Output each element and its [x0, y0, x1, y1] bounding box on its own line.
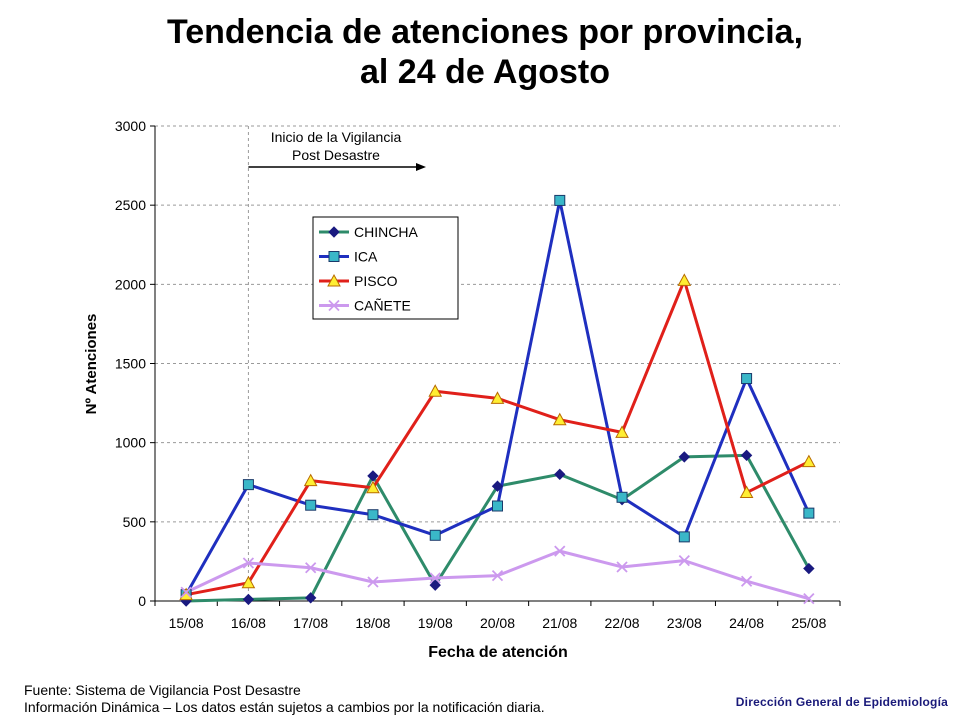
data-point-cañete-24/08-stroke-b	[740, 575, 753, 587]
data-point-ica-22/08	[616, 491, 628, 503]
data-point-pisco-23/08	[677, 273, 692, 286]
y-tick-label-2500: 2500	[115, 197, 146, 213]
data-point-chincha-25/08	[803, 562, 815, 575]
data-point-ica-23/08	[678, 531, 690, 543]
data-point-cañete-23/08-stroke-b	[678, 554, 690, 567]
data-point-pisco-22/08	[615, 425, 629, 438]
footer-organization: Dirección General de Epidemiología	[735, 695, 948, 709]
annotation: Inicio de la Vigilancia Post Desastre	[247, 126, 426, 601]
y-tick-label-0: 0	[138, 593, 146, 609]
legend-marker-ica	[328, 251, 340, 262]
annotation-text-line-1: Inicio de la Vigilancia	[271, 129, 402, 145]
data-point-ica-19/08	[429, 529, 441, 541]
x-tick-label-22/08: 22/08	[605, 615, 640, 631]
data-point-chincha-23/08	[678, 451, 691, 463]
x-tick-label-24/08: 24/08	[729, 615, 764, 631]
data-point-chincha-17/08	[304, 592, 317, 604]
data-point-chincha-24/08	[740, 449, 753, 462]
data-point-cañete-15/08-stroke-b	[180, 586, 192, 598]
data-point-pisco-21/08	[552, 412, 567, 426]
data-point-pisco-25/08	[802, 454, 816, 468]
data-point-pisco-16/08	[241, 575, 256, 589]
legend-marker-pisco	[327, 273, 341, 287]
legend-label-chincha: CHINCHA	[354, 224, 418, 240]
data-point-cañete-16/08	[242, 557, 255, 569]
y-tick-label-1500: 1500	[115, 356, 146, 372]
data-point-cañete-20/08	[491, 570, 504, 582]
data-point-cañete-16/08-stroke-b	[242, 557, 255, 569]
footer-source-text: Fuente: Sistema de Vigilancia Post Desas…	[24, 682, 301, 698]
footer-source: Fuente: Sistema de Vigilancia Post Desas…	[24, 682, 545, 716]
series-line-pisco	[185, 278, 810, 597]
x-tick-label-21/08: 21/08	[542, 615, 577, 631]
x-axis-label: Fecha de atención	[428, 644, 568, 661]
x-tick-label-19/08: 19/08	[418, 615, 453, 631]
annotation-arrow-head	[416, 163, 426, 171]
data-point-cañete-25/08	[803, 592, 815, 605]
data-point-chincha-19/08	[429, 579, 441, 591]
data-point-cañete-23/08	[678, 554, 690, 567]
y-tick-label-3000: 3000	[115, 118, 146, 134]
data-point-cañete-17/08-stroke-b	[305, 562, 317, 574]
data-point-ica-17/08	[305, 499, 317, 511]
data-point-cañete-24/08	[740, 575, 753, 587]
legend-marker-cañete-stroke-b	[328, 299, 340, 312]
data-point-cañete-19/08-stroke-b	[429, 572, 441, 584]
y-tick-label-1000: 1000	[115, 435, 146, 451]
y-axis-label: Nº Atenciones	[83, 314, 100, 415]
data-point-ica-24/08	[741, 373, 753, 385]
chart-title: Tendencia de atenciones por provincia, a…	[0, 12, 960, 92]
data-point-cañete-17/08	[305, 562, 317, 574]
legend-marker-cañete	[328, 299, 340, 312]
x-tick-label-18/08: 18/08	[355, 615, 390, 631]
data-point-cañete-19/08	[429, 572, 441, 584]
chart-title-line-1: Tendencia de atenciones por provincia,	[166, 13, 804, 51]
data-point-cañete-22/08	[616, 561, 628, 573]
data-point-ica-16/08	[242, 479, 254, 491]
legend-label-cañete: CAÑETE	[354, 298, 411, 314]
legend-label-ica: ICA	[354, 249, 378, 265]
series-line-chincha	[186, 453, 811, 603]
x-tick-label-17/08: 17/08	[293, 615, 328, 631]
data-point-pisco-17/08	[303, 473, 318, 487]
x-tick-label-15/08: 15/08	[169, 615, 204, 631]
annotation-text-line-2: Post Desastre	[292, 147, 380, 163]
x-tick-label-20/08: 20/08	[480, 615, 515, 631]
data-point-chincha-20/08	[491, 480, 504, 492]
series-group	[179, 194, 816, 607]
chart-title-line-2: al 24 de Agosto	[359, 53, 611, 91]
x-tick-labels: 15/08 16/08 17/08 18/08 19/08 20/08 21/08 22/08…	[169, 615, 827, 631]
x-tick-label-23/08: 23/08	[667, 615, 702, 631]
data-point-pisco-19/08	[428, 384, 443, 397]
data-point-cañete-18/08-stroke-b	[367, 576, 379, 588]
data-point-ica-20/08	[492, 500, 503, 512]
legend: CHINCHA ICA PISCO CAÑETE	[312, 216, 459, 320]
data-point-cañete-21/08	[554, 545, 566, 557]
y-tick-label-2000: 2000	[115, 276, 146, 292]
data-point-pisco-24/08	[739, 485, 754, 499]
footer-note-text: Información Dinámica – Los datos están s…	[24, 699, 545, 715]
x-tick-label-16/08: 16/08	[231, 615, 266, 631]
data-point-ica-25/08	[803, 507, 815, 519]
data-point-chincha-16/08	[242, 593, 255, 606]
data-point-ica-18/08	[367, 509, 379, 521]
y-tick-label-500: 500	[123, 514, 147, 530]
axes	[154, 126, 841, 606]
x-tick-label-25/08: 25/08	[791, 615, 826, 631]
line-chart: 0 500 1000 1500 2000 2500 3000 15/08 16/08 17/08…	[83, 118, 841, 661]
data-point-pisco-18/08	[366, 480, 380, 494]
legend-label-pisco: PISCO	[354, 273, 398, 289]
data-point-pisco-20/08	[490, 391, 505, 404]
y-tick-labels: 0 500 1000 1500 2000 2500 3000	[115, 118, 146, 609]
data-point-cañete-22/08-stroke-b	[616, 561, 628, 573]
data-point-cañete-15/08	[180, 586, 192, 598]
gridlines	[150, 125, 840, 602]
data-point-ica-21/08	[554, 194, 566, 206]
legend-marker-chincha	[328, 226, 340, 238]
data-point-cañete-20/08-stroke-b	[491, 570, 504, 582]
data-point-cañete-25/08-stroke-b	[803, 592, 815, 605]
data-point-cañete-21/08-stroke-b	[554, 545, 566, 557]
data-point-chincha-21/08	[554, 468, 566, 481]
data-point-cañete-18/08	[367, 576, 379, 588]
